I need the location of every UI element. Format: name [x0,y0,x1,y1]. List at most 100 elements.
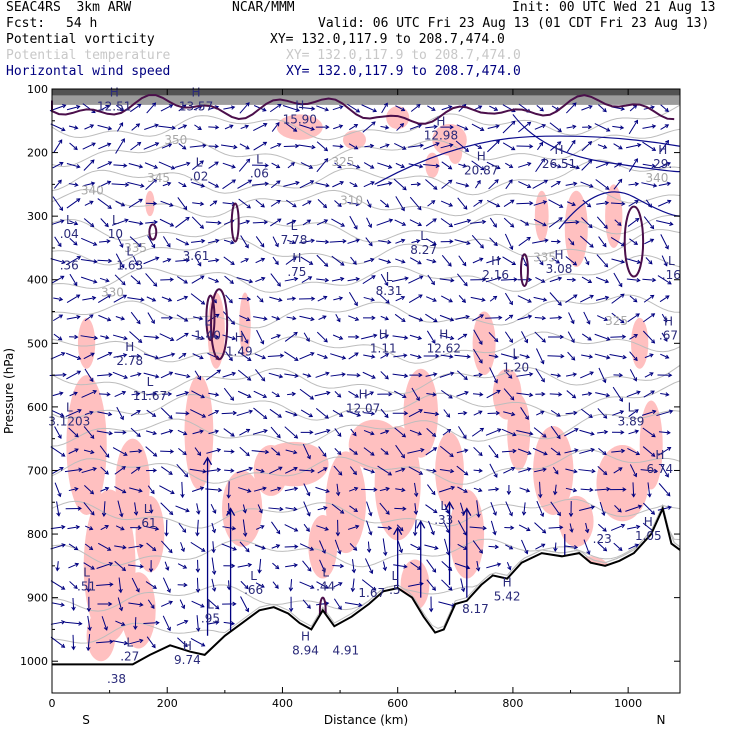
wind-vector-722 [83,449,94,454]
wind-vector-head-231 [542,200,548,205]
wind-vector-head-459 [354,316,360,321]
wind-vector-258 [331,218,345,227]
wind-vector-head-230 [529,201,534,206]
wind-vector-head-1004 [324,584,329,589]
wind-vector-714 [579,429,595,435]
wind-vector-head-907 [482,525,487,531]
hl-kind-9: L [66,213,73,227]
wind-vector-204 [115,200,125,207]
wind-vector-head-168 [182,183,187,188]
wind-vector-head-926 [168,549,173,554]
wind-vector-head-433 [573,294,578,299]
wind-vector-428 [489,296,497,302]
wind-vector-559 [660,353,669,359]
wind-vector-head-367 [169,277,175,282]
wind-vector-453 [253,316,267,320]
hl-kind-7: L [196,156,203,170]
hl-kind-34: L [440,499,447,513]
wind-vector-head-664 [434,411,440,417]
wind-vector-head-275 [603,224,608,229]
wind-vector-182 [393,178,407,191]
wind-vector-head-28 [493,106,499,111]
wind-vector-80 [53,139,63,153]
wind-vector-167 [162,182,171,187]
wind-vector-721 [68,448,79,455]
wind-vector-724 [112,447,128,456]
wind-vector-602 [81,390,97,398]
wind-vector-378 [331,277,344,282]
wind-vector-398 [642,278,656,281]
wind-vector-head-360 [60,275,65,280]
wind-vector-head-199 [666,181,672,186]
wind-vector-head-417 [323,295,328,300]
wind-vector-head-814 [277,486,282,491]
wind-vector-875 [599,501,605,516]
wind-vector-head-312 [556,239,561,244]
wind-vector-head-932 [261,545,266,550]
wind-vector-23 [410,104,421,112]
wind-vector-647 [160,407,173,419]
wind-vector-111 [536,142,543,151]
wind-vector-501 [380,334,389,340]
wind-vector-689 [192,430,204,435]
wind-vector-670 [520,407,529,420]
wind-vector-190 [518,181,531,188]
wind-vector-220 [366,199,372,208]
wind-vector-head-99 [354,145,359,150]
wind-vector-head-405 [140,297,145,302]
pv-fill-34 [448,141,463,165]
wind-vector-203 [97,198,112,209]
wind-vector-489 [191,334,204,340]
wind-vector-534 [267,355,284,358]
wind-vector-615 [287,393,296,396]
wind-vector-248 [175,217,190,228]
wind-vector-657 [315,407,329,419]
wind-vector-196 [613,179,623,190]
wind-vector-head-153 [575,165,580,170]
wind-vector-head-542 [403,353,408,358]
wind-vector-head-494 [276,334,281,339]
hl-kind-5: H [554,143,563,157]
wind-vector-head-625 [448,394,453,399]
wind-vector-head-471 [541,315,547,321]
wind-vector-head-479 [663,318,668,323]
wind-vector-head-341 [386,259,392,264]
wind-vector-head-388 [497,276,502,281]
wind-vector-846 [150,504,152,513]
wind-vector-head-499 [355,334,360,340]
wind-vector-head-830 [525,488,531,493]
wind-vector-head-122 [90,159,95,164]
wind-vector-head-189 [508,179,513,184]
wind-vector-head-385 [450,278,455,283]
wind-vector-158 [642,163,656,167]
wind-vector-142 [395,162,405,168]
wind-vector-head-809 [199,486,205,491]
wind-vector-head-384 [430,280,435,286]
wind-vector-head-401 [76,294,81,299]
wind-vector-260 [366,217,372,228]
wind-vector-184 [425,179,438,190]
hl-value-26: 2.78 [116,354,143,368]
wind-vector-head-654 [277,413,282,418]
wind-vector-head-27 [478,105,483,110]
wind-vector-1006 [352,578,355,592]
wind-vector-head-569 [197,375,201,381]
wind-vector-head-490 [215,334,220,340]
wind-vector-409 [190,293,205,305]
wind-vector-head-911 [541,529,547,534]
north-end-label: N [657,713,666,727]
hl-kind-16: L [420,229,427,243]
wind-vector-606 [146,392,157,396]
wind-vector-143 [408,163,423,168]
wind-vector-753 [564,449,578,454]
wind-vector-head-192 [556,181,561,185]
wind-vector-452 [239,315,250,321]
wind-vector-head-731 [230,449,235,454]
wind-vector-head-169 [200,183,206,188]
wind-vector-735 [285,449,297,454]
wind-vector-head-436 [620,293,625,298]
wind-vector-922 [98,542,111,551]
wind-vector-head-196 [618,178,623,183]
wind-vector-head-149 [508,164,514,168]
